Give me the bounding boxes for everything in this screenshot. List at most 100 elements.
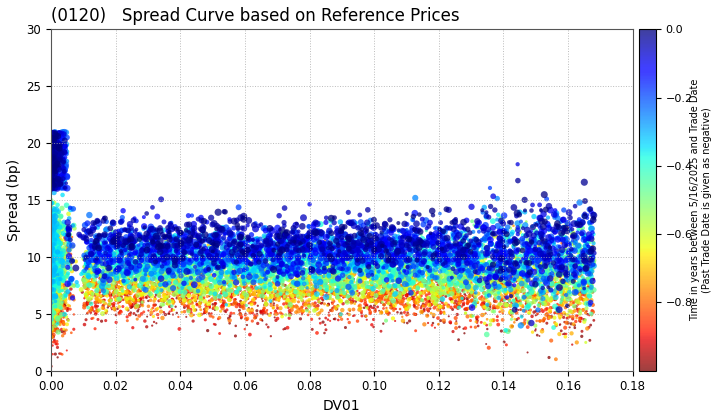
Point bbox=[46, 286, 58, 293]
Point bbox=[584, 248, 595, 255]
Point bbox=[340, 249, 351, 255]
Point bbox=[53, 315, 64, 321]
Point bbox=[449, 300, 460, 307]
Point bbox=[433, 225, 445, 231]
Point bbox=[443, 257, 454, 264]
Point bbox=[168, 289, 179, 296]
Point bbox=[266, 237, 277, 244]
Point bbox=[137, 270, 148, 276]
Point bbox=[306, 286, 318, 293]
Point bbox=[376, 299, 387, 306]
Point bbox=[585, 284, 597, 291]
Point bbox=[480, 210, 492, 217]
Point bbox=[104, 247, 116, 253]
Point bbox=[387, 261, 399, 268]
Point bbox=[202, 266, 214, 273]
Point bbox=[585, 262, 597, 269]
Point bbox=[342, 268, 354, 274]
Point bbox=[570, 257, 582, 263]
Point bbox=[535, 215, 546, 222]
Point bbox=[498, 228, 510, 235]
Point bbox=[444, 225, 456, 231]
Point bbox=[462, 289, 474, 296]
Point bbox=[407, 247, 418, 254]
Point bbox=[316, 246, 328, 252]
Point bbox=[506, 251, 518, 258]
Point bbox=[464, 294, 475, 301]
Point bbox=[573, 281, 585, 288]
Point bbox=[46, 317, 58, 323]
Point bbox=[98, 297, 109, 304]
Point bbox=[130, 296, 141, 302]
Point bbox=[288, 225, 300, 231]
Point bbox=[348, 241, 360, 247]
Point bbox=[48, 275, 59, 281]
Point bbox=[129, 237, 140, 244]
Point bbox=[48, 283, 59, 289]
Point bbox=[194, 279, 205, 286]
Point bbox=[157, 272, 168, 279]
Point bbox=[508, 298, 520, 304]
Point bbox=[545, 254, 557, 261]
Point bbox=[301, 282, 312, 289]
Point bbox=[327, 263, 338, 270]
Point bbox=[449, 270, 461, 277]
Point bbox=[439, 274, 451, 281]
Point bbox=[204, 253, 215, 260]
Point bbox=[199, 309, 211, 316]
Point bbox=[315, 279, 326, 286]
Point bbox=[428, 260, 440, 266]
Point bbox=[150, 291, 162, 298]
Point bbox=[386, 245, 397, 252]
Point bbox=[49, 231, 60, 238]
Point bbox=[239, 268, 251, 275]
Point bbox=[473, 268, 485, 274]
Point bbox=[181, 260, 193, 267]
Point bbox=[435, 252, 446, 258]
Point bbox=[56, 228, 68, 234]
Point bbox=[53, 297, 65, 304]
Point bbox=[117, 273, 128, 280]
Point bbox=[241, 269, 253, 276]
Point bbox=[119, 275, 130, 282]
Point bbox=[385, 293, 397, 300]
Point bbox=[124, 265, 135, 271]
Point bbox=[51, 278, 63, 285]
Point bbox=[472, 249, 483, 256]
Point bbox=[582, 249, 593, 255]
Point bbox=[361, 225, 372, 232]
Point bbox=[520, 291, 531, 298]
Point bbox=[208, 264, 220, 270]
Point bbox=[50, 292, 61, 299]
Point bbox=[49, 142, 60, 149]
Point bbox=[536, 259, 548, 266]
Point bbox=[50, 145, 61, 152]
Point bbox=[547, 260, 559, 267]
Point bbox=[580, 265, 592, 272]
Point bbox=[268, 250, 279, 257]
Point bbox=[571, 284, 582, 291]
Point bbox=[130, 249, 141, 255]
Point bbox=[566, 262, 577, 269]
Point bbox=[504, 278, 516, 284]
Point bbox=[178, 249, 189, 255]
Point bbox=[57, 287, 68, 294]
Point bbox=[343, 256, 355, 262]
Point bbox=[501, 281, 513, 287]
Point bbox=[52, 252, 63, 258]
Point bbox=[108, 268, 120, 275]
Point bbox=[401, 226, 413, 233]
Point bbox=[257, 268, 269, 275]
Point bbox=[202, 253, 214, 260]
Point bbox=[46, 185, 58, 192]
Point bbox=[53, 293, 64, 299]
Point bbox=[141, 323, 153, 330]
Point bbox=[85, 266, 96, 273]
Point bbox=[386, 247, 397, 254]
Point bbox=[145, 278, 156, 285]
Point bbox=[271, 268, 283, 275]
Point bbox=[449, 281, 461, 288]
Point bbox=[252, 251, 264, 257]
Point bbox=[243, 280, 254, 286]
Point bbox=[525, 307, 536, 313]
